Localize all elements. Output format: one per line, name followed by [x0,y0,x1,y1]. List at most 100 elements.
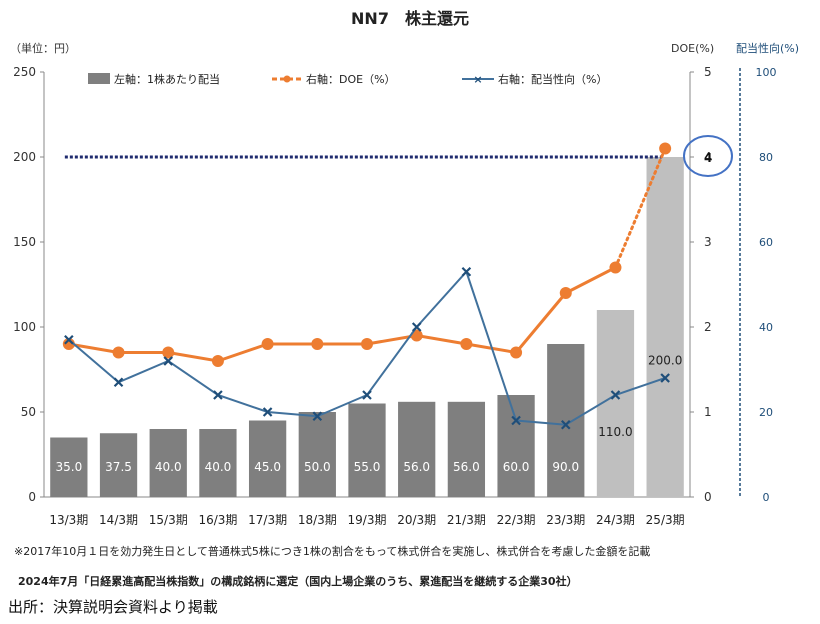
doe-point [162,346,175,359]
dividend-bar-label: 50.0 [304,460,331,474]
doe-point [510,346,523,359]
left-axis-tick-label: 100 [13,320,36,334]
payout-point [610,390,621,400]
dividend-bar [497,395,535,497]
dividend-bar-label: 40.0 [205,460,232,474]
doe-point [559,287,572,299]
dividend-bar-label: 37.5 [105,460,132,474]
right2-axis-tick-label: 60 [759,236,773,249]
payout-point [113,377,124,388]
x-axis-tick-label: 16/3期 [198,513,237,527]
payout-point [213,390,223,400]
payout-point [163,356,174,366]
left-axis-tick-label: 0 [28,490,36,504]
target-line-label: 4 [704,151,712,165]
x-axis-tick-label: 15/3期 [149,513,188,527]
dividend-bar [348,403,386,497]
payout-point [411,322,422,332]
x-axis-tick-label: 24/3期 [596,513,635,527]
right2-axis-label: 配当性向(%) [736,41,799,55]
x-axis-tick-label: 19/3期 [348,513,387,527]
footnote-stock-consolidation: ※2017年10月１日を効力発生日として普通株式5株につき1株の割合をもって株式… [14,545,651,558]
doe-point [361,338,373,350]
doe-point [112,346,125,359]
dividend-bar-label: 35.0 [55,460,82,474]
left-axis-tick-label: 150 [13,235,36,249]
x-axis-tick-label: 20/3期 [397,513,436,527]
legend-doe-swatch-marker [283,75,291,83]
target-line-group: 4 [64,135,733,177]
legend: 左軸：1株あたり配当 右軸：DOE（%） × 右軸：配当性向（%） [88,72,607,86]
left-axis-unit-label: （単位：円） [10,41,76,55]
right2-axis-tick-label: 0 [763,491,770,504]
dividend-bar [646,157,684,497]
doe-series [62,142,672,367]
payout-point [64,334,74,345]
dividend-bar [99,433,138,497]
legend-payout-swatch-marker: × [473,73,482,86]
doe-point [659,142,672,155]
left-axis-tick-label: 250 [13,65,36,79]
dividend-bar [398,401,436,497]
right-axis-tick-label: 2 [704,320,712,334]
dividend-bar-label: 200.0 [648,353,682,367]
legend-bar-label: 左軸：1株あたり配当 [114,72,220,86]
target-highlight-circle [683,135,733,177]
doe-point [311,338,324,350]
x-axis-tick-label: 21/3期 [447,513,486,527]
doe-point [460,338,473,350]
x-axis-labels: 13/3期 14/3期 15/3期 16/3期 17/3期 18/3期 19/3期 20/3期… [49,513,684,527]
payout-point [511,415,521,426]
dividend-bar-label: 56.0 [453,460,480,474]
left-axis-tick-label: 200 [13,150,36,164]
payout-point [560,419,571,430]
right-axis-tick-label: 5 [704,65,712,79]
right2-axis-tick-label: 40 [759,321,773,334]
dividend-bar-label: 60.0 [503,460,530,474]
right-axis-label: DOE(%) [671,42,714,55]
dividend-bar [547,344,585,497]
doe-point [261,338,274,350]
x-axis-tick-label: 18/3期 [298,513,337,527]
dividend-bar-label: 45.0 [254,460,281,474]
right-axis-tick-label: 3 [704,235,712,249]
dividend-bar [248,420,287,497]
right-axis-tick-label: 1 [704,405,712,419]
dividend-bar [50,437,88,497]
dividend-bar-label: 90.0 [552,460,579,474]
dividend-bar [199,429,237,497]
doe-point [609,261,622,274]
dividend-bar [149,429,187,497]
x-axis-tick-label: 25/3期 [646,513,685,527]
x-axis-tick-label: 17/3期 [248,513,287,527]
doe-line-forecast [613,147,667,269]
payout-point [362,390,372,400]
payout-point [312,411,323,422]
legend-bar-swatch [88,73,110,84]
payout-point [461,266,472,277]
dividend-bar-label: 55.0 [354,460,381,474]
source-note: 出所：決算説明会資料より掲載 [8,598,218,616]
legend-doe-label: 右軸：DOE（%） [306,72,396,86]
right2-axis-tick-label: 80 [759,151,773,164]
dividend-bar [298,412,336,497]
legend-payout-label: 右軸：配当性向（%） [498,72,607,86]
right-axis-tick-label: 0 [704,490,712,504]
dividend-bar-label: 56.0 [403,460,430,474]
bar-series: 35.0 37.5 40.0 40.0 45.0 50.0 55.0 56.0 56.0 60.0… [50,157,684,497]
footnote-index-inclusion: 2024年7月「日経累進高配当株指数」の構成銘柄に選定（国内上場企業のうち、累進… [18,575,578,588]
left-axis-tick-label: 50 [21,405,36,419]
doe-point [211,355,224,367]
right2-axis-tick-label: 20 [759,406,773,419]
chart-title: NN7 株主還元 [351,9,469,28]
x-axis-tick-label: 22/3期 [497,513,536,527]
x-axis-tick-label: 23/3期 [546,513,585,527]
payout-point [262,407,273,417]
chart-canvas: NN7 株主還元 （単位：円） DOE(%) 配当性向(%) 左軸：1株あたり配… [10,9,799,527]
dividend-bar-label: 40.0 [155,460,182,474]
payout-point [660,373,670,383]
x-axis-tick-label: 13/3期 [49,513,88,527]
right2-axis-tick-label: 100 [756,66,777,79]
x-axis-tick-label: 14/3期 [99,513,138,527]
